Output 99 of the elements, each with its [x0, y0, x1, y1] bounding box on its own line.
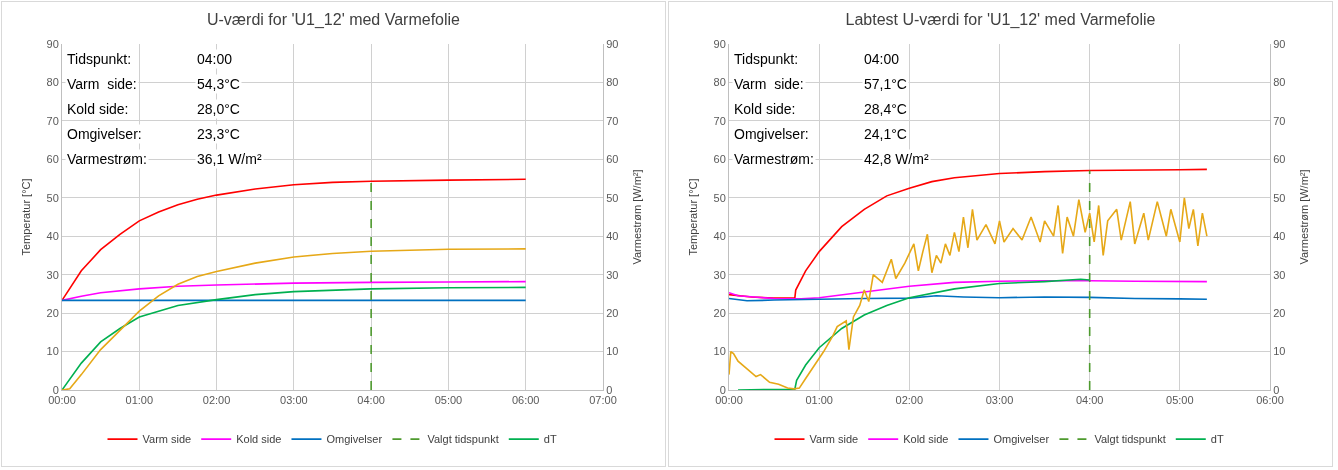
y-tick-label: 0	[719, 383, 726, 396]
annotation: 36,1 W/m²	[197, 151, 262, 167]
annotation: 57,1°C	[864, 76, 907, 92]
x-tick-label: 03:00	[985, 394, 1014, 407]
annotation: Varmestrøm:	[67, 151, 147, 167]
y2-tick-label: 50	[606, 191, 619, 204]
y-tick-label: 10	[713, 345, 726, 358]
annotation: 54,3°C	[197, 76, 240, 92]
y2-tick-label: 80	[606, 76, 619, 89]
annotation: Omgivelser:	[67, 126, 142, 142]
annotation: Varm side:	[67, 76, 137, 92]
x-tick-label: 04:00	[1075, 394, 1104, 407]
annotation: 23,3°C	[197, 126, 240, 142]
y-tick-label: 40	[46, 230, 59, 243]
y2-tick-label: 60	[606, 153, 619, 166]
annotation: 04:00	[197, 51, 233, 67]
y2-tick-label: 30	[1273, 268, 1286, 281]
y2-tick-label: 0	[1273, 383, 1280, 396]
y2-tick-label: 70	[1273, 114, 1286, 127]
legend-label: dT	[543, 433, 557, 446]
line-series	[62, 178, 527, 302]
legend-label: Omgivelser	[326, 433, 383, 446]
annotation: 42,8 W/m²	[864, 151, 929, 167]
y2-tick-label: 60	[1273, 153, 1286, 166]
y2-tick-label: 80	[1273, 76, 1286, 89]
y2-tick-label: 90	[606, 37, 619, 50]
y2-tick-label: 70	[606, 114, 619, 127]
line-series	[62, 280, 527, 302]
annotation: Omgivelser:	[734, 126, 809, 142]
x-tick-label: 03:00	[280, 394, 308, 407]
y2-tick-label: 30	[606, 268, 619, 281]
legend-label: dT	[1210, 433, 1224, 446]
y-tick-label: 20	[46, 306, 59, 319]
y-tick-label: 90	[46, 37, 59, 50]
y-tick-label: 80	[46, 76, 59, 89]
y2-axis-title: Varmestrøm [W/m²]	[630, 169, 643, 265]
line-series	[62, 286, 527, 390]
annotation: Kold side:	[734, 101, 796, 117]
y2-tick-label: 40	[606, 230, 619, 243]
annotation: Varm side:	[734, 76, 804, 92]
legend-label: Kold side	[903, 433, 949, 446]
annotation: Kold side:	[67, 101, 129, 117]
y2-tick-label: 0	[606, 383, 613, 396]
legend-label: Valgt tidspunkt	[427, 433, 499, 446]
annotation: Tidspunkt:	[67, 51, 132, 67]
line-series	[729, 168, 1208, 299]
y-tick-label: 70	[713, 114, 726, 127]
annotation: 24,1°C	[864, 126, 907, 142]
x-tick-label: 00:00	[715, 394, 743, 407]
y-tick-label: 50	[713, 191, 726, 204]
y-tick-label: 90	[713, 37, 726, 50]
legend-label: Varm side	[142, 433, 192, 446]
legend-label: Omgivelser	[993, 433, 1050, 446]
y2-tick-label: 40	[1273, 230, 1286, 243]
legend-label: Valgt tidspunkt	[1094, 433, 1166, 446]
x-tick-label: 00:00	[48, 394, 76, 407]
y-tick-label: 10	[46, 345, 59, 358]
legend-label: Varm side	[809, 433, 859, 446]
y-tick-label: 30	[46, 268, 59, 281]
line-series	[737, 278, 1091, 390]
y-axis-title: Temperatur [°C]	[687, 178, 699, 256]
annotation: Varmestrøm:	[734, 151, 814, 167]
y-axis-title: Temperatur [°C]	[20, 178, 32, 256]
y-tick-label: 40	[713, 230, 726, 243]
line-series	[729, 280, 1208, 300]
y2-tick-label: 10	[1273, 345, 1286, 358]
x-tick-label: 05:00	[1166, 394, 1194, 407]
x-tick-label: 04:00	[357, 394, 385, 407]
annotation: 04:00	[864, 51, 900, 67]
y2-tick-label: 20	[1273, 306, 1286, 319]
y2-axis-title: Varmestrøm [W/m²]	[1297, 169, 1310, 265]
x-tick-label: 01:00	[125, 394, 154, 407]
x-tick-label: 06:00	[1256, 394, 1284, 407]
y2-tick-label: 50	[1273, 191, 1286, 204]
y-tick-label: 30	[713, 268, 726, 281]
y-tick-label: 50	[46, 191, 59, 204]
x-tick-label: 05:00	[434, 394, 463, 407]
y2-tick-label: 20	[606, 306, 619, 319]
annotation: Tidspunkt:	[734, 51, 799, 67]
y-tick-label: 20	[713, 306, 726, 319]
y-tick-label: 70	[46, 114, 59, 127]
x-tick-label: 01:00	[805, 394, 833, 407]
y2-tick-label: 10	[606, 345, 619, 358]
y-tick-label: 80	[713, 76, 726, 89]
chart-title: U-værdi for 'U1_12' med Varmefolie	[206, 10, 461, 29]
annotation: 28,0°C	[197, 101, 240, 117]
x-tick-label: 02:00	[895, 394, 924, 407]
y-tick-label: 0	[52, 383, 59, 396]
y-tick-label: 60	[46, 153, 59, 166]
line-series	[62, 248, 527, 390]
x-tick-label: 07:00	[589, 394, 617, 407]
y2-tick-label: 90	[1273, 37, 1286, 50]
x-tick-label: 06:00	[511, 394, 540, 407]
y-tick-label: 60	[713, 153, 726, 166]
chart-title: Labtest U-værdi for 'U1_12' med Varmefolie	[845, 10, 1156, 29]
line-series	[729, 196, 1208, 390]
legend-label: Kold side	[236, 433, 282, 446]
x-tick-label: 02:00	[202, 394, 231, 407]
annotation: 28,4°C	[864, 101, 907, 117]
